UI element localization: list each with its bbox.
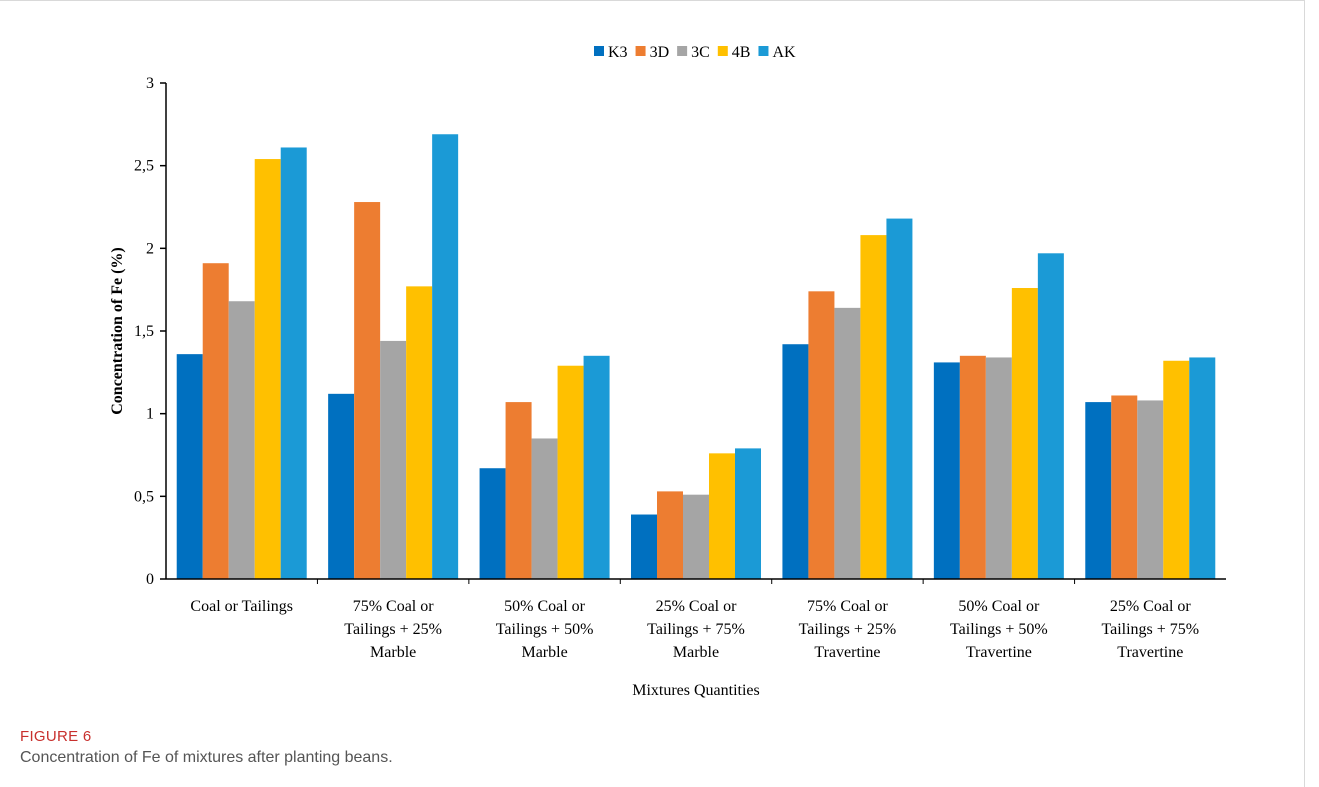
bar-k3 (933, 362, 960, 579)
bar-k3 (328, 393, 355, 579)
bar-4b (557, 365, 584, 579)
y-tick-label: 2 (146, 240, 154, 257)
x-category-label: 50% Coal or Tailings + 50% Travertine (950, 598, 1048, 661)
bar-3c (985, 357, 1012, 579)
x-category-labels: Coal or Tailings 75% Coal or Tailings + 25… (190, 598, 1199, 661)
figure-caption-text: Concentration of Fe of mixtures after pl… (20, 749, 393, 766)
bar-3d (1111, 395, 1138, 579)
bar-3d (808, 291, 835, 579)
bar-ak (583, 355, 610, 579)
legend-label-3d: 3D (650, 44, 670, 61)
legend-swatch-k3 (594, 46, 604, 56)
bar-4b (254, 159, 281, 579)
bar-3d (959, 355, 986, 579)
bar-3d (202, 263, 229, 579)
bar-4b (709, 453, 735, 579)
y-axis-title: Concentration of Fe (%) (109, 247, 126, 415)
figure-caption: FIGURE 6 Concentration of Fe of mixtures… (20, 728, 393, 767)
x-category-label: 50% Coal or Tailings + 50% Marble (496, 598, 594, 661)
figure-label: FIGURE 6 (20, 728, 92, 745)
y-tick-label: 1,5 (134, 323, 154, 340)
bar-k3 (631, 514, 657, 579)
y-tick-label: 0,5 (134, 488, 154, 505)
bar-ak (886, 218, 913, 579)
legend-swatch-3d (635, 46, 646, 56)
bar-3c (683, 494, 709, 579)
y-ticks: 0 0,5 1 1,5 2 2,5 3 (134, 75, 166, 588)
bar-ak (735, 448, 761, 579)
bar-3c (834, 307, 861, 579)
y-tick-label: 1 (146, 406, 154, 423)
bar-3c (1137, 400, 1164, 579)
bar-3c (380, 340, 407, 579)
legend: K3 3D 3C 4B AK (594, 44, 796, 61)
bar-ak (432, 134, 459, 579)
bar-3d (505, 402, 532, 579)
legend-swatch-ak (758, 46, 769, 56)
legend-label-4b: 4B (732, 44, 751, 61)
bar-3c (531, 438, 558, 579)
bar-ak (1037, 253, 1064, 579)
legend-label-3c: 3C (691, 44, 710, 61)
legend-label-ak: AK (772, 44, 796, 61)
x-category-label: 25% Coal or Tailings + 75% Marble (647, 598, 745, 661)
bar-k3 (479, 468, 506, 579)
bar-4b (1011, 288, 1038, 579)
y-tick-label: 0 (146, 571, 154, 588)
bar-chart: K3 3D 3C 4B AK 0 0,5 1 1,5 2 2,5 3 Coal or Tailing… (109, 44, 1226, 699)
bar-3d (354, 202, 381, 580)
y-tick-label: 2,5 (134, 158, 154, 175)
bar-k3 (176, 354, 203, 579)
bar-4b (1163, 360, 1190, 579)
bar-k3 (1085, 402, 1112, 579)
bar-k3 (782, 344, 809, 579)
bar-3c (228, 301, 255, 579)
bar-ak (1189, 357, 1216, 579)
x-axis-title: Mixtures Quantities (632, 682, 760, 699)
x-category-label: Coal or Tailings (190, 598, 293, 615)
bar-ak (280, 147, 307, 580)
x-category-label: 75% Coal or Tailings + 25% Marble (344, 598, 442, 661)
bars (176, 134, 1216, 584)
x-category-label: 75% Coal or Tailings + 25% Travertine (799, 598, 897, 661)
bar-4b (406, 286, 433, 579)
bar-4b (860, 235, 887, 579)
bar-3d (657, 491, 683, 579)
legend-label-k3: K3 (608, 44, 628, 61)
y-tick-label: 3 (146, 75, 154, 92)
legend-swatch-3c (677, 46, 688, 56)
x-category-label: 25% Coal or Tailings + 75% Travertine (1101, 598, 1199, 661)
legend-swatch-4b (717, 46, 728, 56)
